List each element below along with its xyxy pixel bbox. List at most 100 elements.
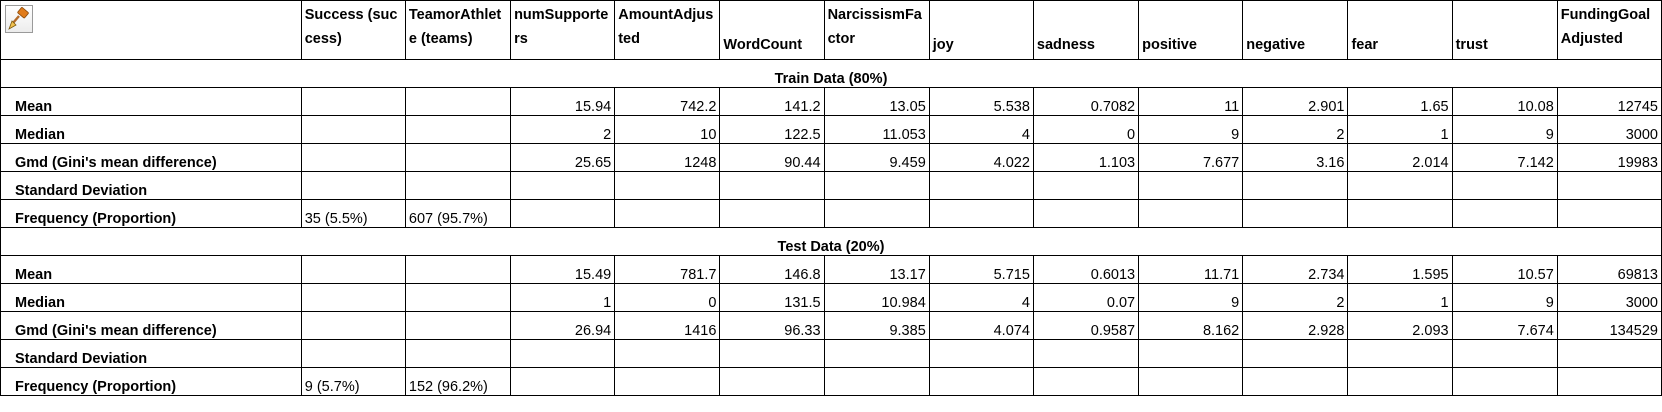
table-cell[interactable]	[300, 283, 406, 312]
table-cell[interactable]: 781.7	[614, 255, 721, 284]
table-cell[interactable]	[719, 199, 825, 228]
table-cell[interactable]	[300, 171, 406, 200]
table-cell[interactable]	[1347, 199, 1453, 228]
table-cell[interactable]: 3000	[1556, 283, 1662, 312]
table-cell[interactable]	[928, 171, 1034, 200]
table-cell[interactable]: 2	[1242, 115, 1349, 144]
table-cell[interactable]	[510, 199, 616, 228]
table-cell[interactable]	[300, 255, 406, 284]
table-cell[interactable]: 146.8	[719, 255, 825, 284]
table-cell[interactable]: 1	[1347, 115, 1453, 144]
table-cell[interactable]: 0.7082	[1032, 87, 1140, 116]
table-cell[interactable]	[1032, 171, 1140, 200]
table-cell[interactable]	[1138, 199, 1244, 228]
table-cell[interactable]: 26.94	[510, 311, 616, 340]
table-cell[interactable]: 11.053	[823, 115, 930, 144]
table-cell[interactable]	[404, 255, 512, 284]
table-cell[interactable]: 13.17	[823, 255, 930, 284]
table-cell[interactable]	[823, 199, 930, 228]
table-cell[interactable]: 2	[1242, 283, 1349, 312]
table-cell[interactable]: 2.734	[1242, 255, 1349, 284]
table-cell[interactable]	[928, 339, 1034, 368]
table-cell[interactable]	[1556, 367, 1662, 396]
table-cell[interactable]	[1032, 339, 1140, 368]
table-cell[interactable]: 0.9587	[1032, 311, 1140, 340]
table-cell[interactable]	[1032, 199, 1140, 228]
table-cell[interactable]: 4	[928, 115, 1034, 144]
table-cell[interactable]: 152 (96.2%)	[404, 367, 512, 396]
table-cell[interactable]	[614, 339, 721, 368]
table-cell[interactable]: 1.65	[1347, 87, 1453, 116]
table-cell[interactable]: 9 (5.7%)	[300, 367, 406, 396]
table-cell[interactable]: 25.65	[510, 143, 616, 172]
table-cell[interactable]	[1451, 339, 1558, 368]
table-cell[interactable]	[1347, 171, 1453, 200]
table-cell[interactable]	[300, 143, 406, 172]
table-cell[interactable]	[1242, 367, 1349, 396]
table-cell[interactable]: 1.103	[1032, 143, 1140, 172]
table-cell[interactable]: 131.5	[719, 283, 825, 312]
table-cell[interactable]: 1	[510, 283, 616, 312]
table-cell[interactable]	[300, 339, 406, 368]
table-cell[interactable]: 11	[1138, 87, 1244, 116]
table-cell[interactable]	[404, 87, 512, 116]
table-cell[interactable]	[719, 171, 825, 200]
table-cell[interactable]	[719, 367, 825, 396]
table-cell[interactable]	[404, 283, 512, 312]
table-cell[interactable]: 9	[1451, 115, 1558, 144]
table-cell[interactable]: 19983	[1556, 143, 1662, 172]
table-cell[interactable]: 10.08	[1451, 87, 1558, 116]
table-cell[interactable]: 2	[510, 115, 616, 144]
table-cell[interactable]	[928, 367, 1034, 396]
table-cell[interactable]	[823, 171, 930, 200]
table-cell[interactable]	[719, 339, 825, 368]
table-cell[interactable]: 4	[928, 283, 1034, 312]
table-cell[interactable]: 5.538	[928, 87, 1034, 116]
table-cell[interactable]	[614, 367, 721, 396]
table-cell[interactable]: 7.677	[1138, 143, 1244, 172]
table-cell[interactable]: 3.16	[1242, 143, 1349, 172]
table-cell[interactable]: 1.595	[1347, 255, 1453, 284]
table-cell[interactable]	[823, 339, 930, 368]
table-cell[interactable]	[1347, 339, 1453, 368]
table-cell[interactable]	[928, 199, 1034, 228]
table-cell[interactable]	[404, 143, 512, 172]
table-cell[interactable]	[300, 115, 406, 144]
table-cell[interactable]: 134529	[1556, 311, 1662, 340]
table-cell[interactable]	[1242, 339, 1349, 368]
table-cell[interactable]: 11.71	[1138, 255, 1244, 284]
table-cell[interactable]: 2.014	[1347, 143, 1453, 172]
table-cell[interactable]: 9.385	[823, 311, 930, 340]
table-cell[interactable]	[510, 339, 616, 368]
table-cell[interactable]	[1242, 199, 1349, 228]
table-cell[interactable]	[404, 339, 512, 368]
table-cell[interactable]: 122.5	[719, 115, 825, 144]
table-cell[interactable]: 35 (5.5%)	[300, 199, 406, 228]
table-cell[interactable]: 9	[1138, 115, 1244, 144]
table-cell[interactable]: 0	[1032, 115, 1140, 144]
table-cell[interactable]	[300, 87, 406, 116]
table-cell[interactable]: 96.33	[719, 311, 825, 340]
table-cell[interactable]: 0.6013	[1032, 255, 1140, 284]
table-cell[interactable]: 0	[614, 283, 721, 312]
table-cell[interactable]: 7.674	[1451, 311, 1558, 340]
table-cell[interactable]: 0.07	[1032, 283, 1140, 312]
table-cell[interactable]: 742.2	[614, 87, 721, 116]
table-cell[interactable]: 7.142	[1451, 143, 1558, 172]
table-cell[interactable]: 1416	[614, 311, 721, 340]
table-cell[interactable]	[510, 171, 616, 200]
table-cell[interactable]: 69813	[1556, 255, 1662, 284]
table-cell[interactable]	[1347, 367, 1453, 396]
table-cell[interactable]: 9.459	[823, 143, 930, 172]
table-cell[interactable]	[1138, 367, 1244, 396]
table-cell[interactable]	[614, 171, 721, 200]
table-cell[interactable]	[1556, 339, 1662, 368]
table-cell[interactable]: 9	[1451, 283, 1558, 312]
table-cell[interactable]: 10.57	[1451, 255, 1558, 284]
table-cell[interactable]	[1451, 367, 1558, 396]
table-cell[interactable]	[1138, 171, 1244, 200]
table-cell[interactable]	[300, 311, 406, 340]
table-cell[interactable]	[1451, 171, 1558, 200]
table-cell[interactable]: 4.074	[928, 311, 1034, 340]
table-cell[interactable]: 13.05	[823, 87, 930, 116]
